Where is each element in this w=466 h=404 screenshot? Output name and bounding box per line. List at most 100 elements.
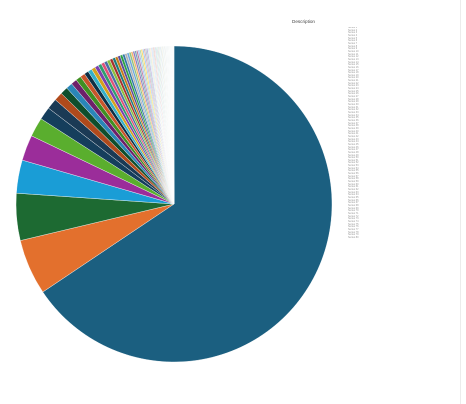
legend-item-label: Series 77 — [348, 227, 359, 231]
legend-item: Series 4 — [348, 34, 466, 38]
legend-item-label: Series 22 — [348, 81, 359, 85]
legend-item: Series 30 — [348, 103, 466, 107]
legend-item: Series 32 — [348, 109, 466, 112]
legend-item: Series 24 — [348, 87, 466, 91]
legend-item-label: Series 38 — [348, 124, 359, 128]
legend-item: Series 6 — [348, 39, 466, 43]
legend-item-label: Series 20 — [348, 76, 359, 80]
legend-item-label: Series 74 — [348, 219, 359, 223]
legend-item-label: Series 73 — [348, 217, 359, 221]
legend-item: Series 56 — [348, 172, 466, 176]
legend-item: Series 42 — [348, 135, 466, 139]
legend-item-label: Series 60 — [348, 182, 359, 186]
legend-item: Series 71 — [348, 211, 466, 216]
legend-item: Series 19 — [348, 73, 466, 78]
legend-item-label: Series 58 — [348, 177, 359, 181]
legend-item-label: Series 6 — [348, 39, 358, 43]
legend-item-label: Series 45 — [348, 142, 359, 146]
legend-item-label: Series 27 — [348, 95, 359, 99]
legend-item-label: Series 21 — [348, 79, 359, 83]
legend-item: Series 57 — [348, 174, 466, 179]
legend-item: Series 31 — [348, 105, 466, 110]
legend-item: Series 47 — [348, 148, 466, 152]
legend-item-label: Series 59 — [348, 180, 359, 184]
legend-item-label: Series 78 — [348, 230, 359, 234]
legend-item: Series 9 — [348, 47, 466, 51]
legend-item-label: Series 31 — [348, 105, 359, 109]
legend-item: Series 39 — [348, 126, 466, 131]
legend-item-label: Series 10 — [348, 49, 359, 53]
legend-item-label: Series 52 — [348, 161, 359, 165]
legend-item-label: Series 11 — [348, 52, 359, 56]
legend-item-label: Series 36 — [348, 118, 359, 122]
legend-item-label: Series 30 — [348, 103, 359, 107]
legend-item-label: Series 80 — [348, 235, 359, 239]
legend-item: Series 74 — [348, 219, 466, 224]
legend-item-label: Series 19 — [348, 73, 359, 77]
legend-item-label: Series 63 — [348, 190, 359, 194]
legend-item-label: Series 39 — [348, 126, 359, 130]
legend-item: Series 43 — [348, 137, 466, 142]
legend-item: Series 69 — [348, 206, 466, 211]
legend-item: Series 12 — [348, 55, 466, 59]
legend-item-label: Series 48 — [348, 150, 359, 154]
legend-item-label: Series 46 — [348, 145, 359, 149]
legend-item-label: Series 26 — [348, 92, 359, 96]
legend-item-label: Series 51 — [348, 158, 359, 162]
legend-item-label: Series 3 — [348, 31, 358, 35]
legend-item-label: Series 50 — [348, 156, 359, 160]
legend-item: Series 58 — [348, 178, 466, 181]
legend-item: Series 5 — [348, 37, 466, 41]
legend-item: Series 45 — [348, 142, 466, 147]
legend-item-label: Series 24 — [348, 87, 359, 91]
legend-item-label: Series 43 — [348, 137, 359, 141]
legend-item: Series 79 — [348, 233, 466, 237]
legend-item: Series 48 — [348, 150, 466, 155]
legend-item: Series 53 — [348, 164, 466, 168]
legend-item-label: Series 8 — [348, 44, 358, 48]
legend-item-label: Series 75 — [348, 222, 359, 226]
legend-item-label: Series 12 — [348, 55, 359, 59]
legend-item: Series 78 — [348, 230, 466, 235]
legend-item: Series 14 — [348, 60, 466, 65]
legend-item: Series 21 — [348, 79, 466, 83]
legend-item: Series 23 — [348, 85, 466, 88]
legend-item-label: Series 15 — [348, 63, 359, 67]
legend-item: Series 22 — [348, 81, 466, 86]
legend-item-label: Series 14 — [348, 60, 359, 64]
legend-item: Series 16 — [348, 66, 466, 70]
legend-item: Series 26 — [348, 93, 466, 96]
legend-item-label: Series 37 — [348, 121, 359, 125]
legend-item: Series 20 — [348, 77, 466, 80]
legend-item: Series 25 — [348, 90, 466, 94]
legend-item-label: Series 49 — [348, 153, 359, 157]
legend-item: Series 77 — [348, 227, 466, 232]
legend-item: Series 64 — [348, 194, 466, 197]
legend-item: Series 11 — [348, 52, 466, 57]
legend-item-label: Series 53 — [348, 164, 359, 168]
legend-item-label: Series 67 — [348, 201, 359, 205]
legend-item: Series 76 — [348, 225, 466, 229]
legend-item-label: Series 23 — [348, 84, 359, 88]
legend-item-label: Series 68 — [348, 203, 359, 207]
legend-item: Series 33 — [348, 111, 466, 115]
legend-item: Series 49 — [348, 153, 466, 158]
legend-item-label: Series 57 — [348, 174, 359, 178]
legend-item-label: Series 32 — [348, 108, 359, 112]
legend-item-label: Series 40 — [348, 129, 359, 133]
legend-item: Series 54 — [348, 167, 466, 171]
legend-item-label: Series 66 — [348, 198, 359, 202]
legend-item: Series 28 — [348, 98, 466, 102]
legend-item: Series 29 — [348, 101, 466, 104]
legend-item-label: Series 18 — [348, 71, 359, 75]
legend-item: Series 46 — [348, 145, 466, 150]
legend-item: Series 50 — [348, 156, 466, 160]
legend-item-label: Series 1 — [348, 27, 358, 29]
legend-item-label: Series 47 — [348, 148, 359, 152]
legend-item-label: Series 79 — [348, 233, 359, 237]
legend-item-label: Series 71 — [348, 211, 359, 215]
legend-item-label: Series 55 — [348, 169, 359, 173]
legend-item-label: Series 69 — [348, 206, 359, 210]
legend-item: Series 13 — [348, 58, 466, 62]
legend-item: Series 7 — [348, 42, 466, 46]
